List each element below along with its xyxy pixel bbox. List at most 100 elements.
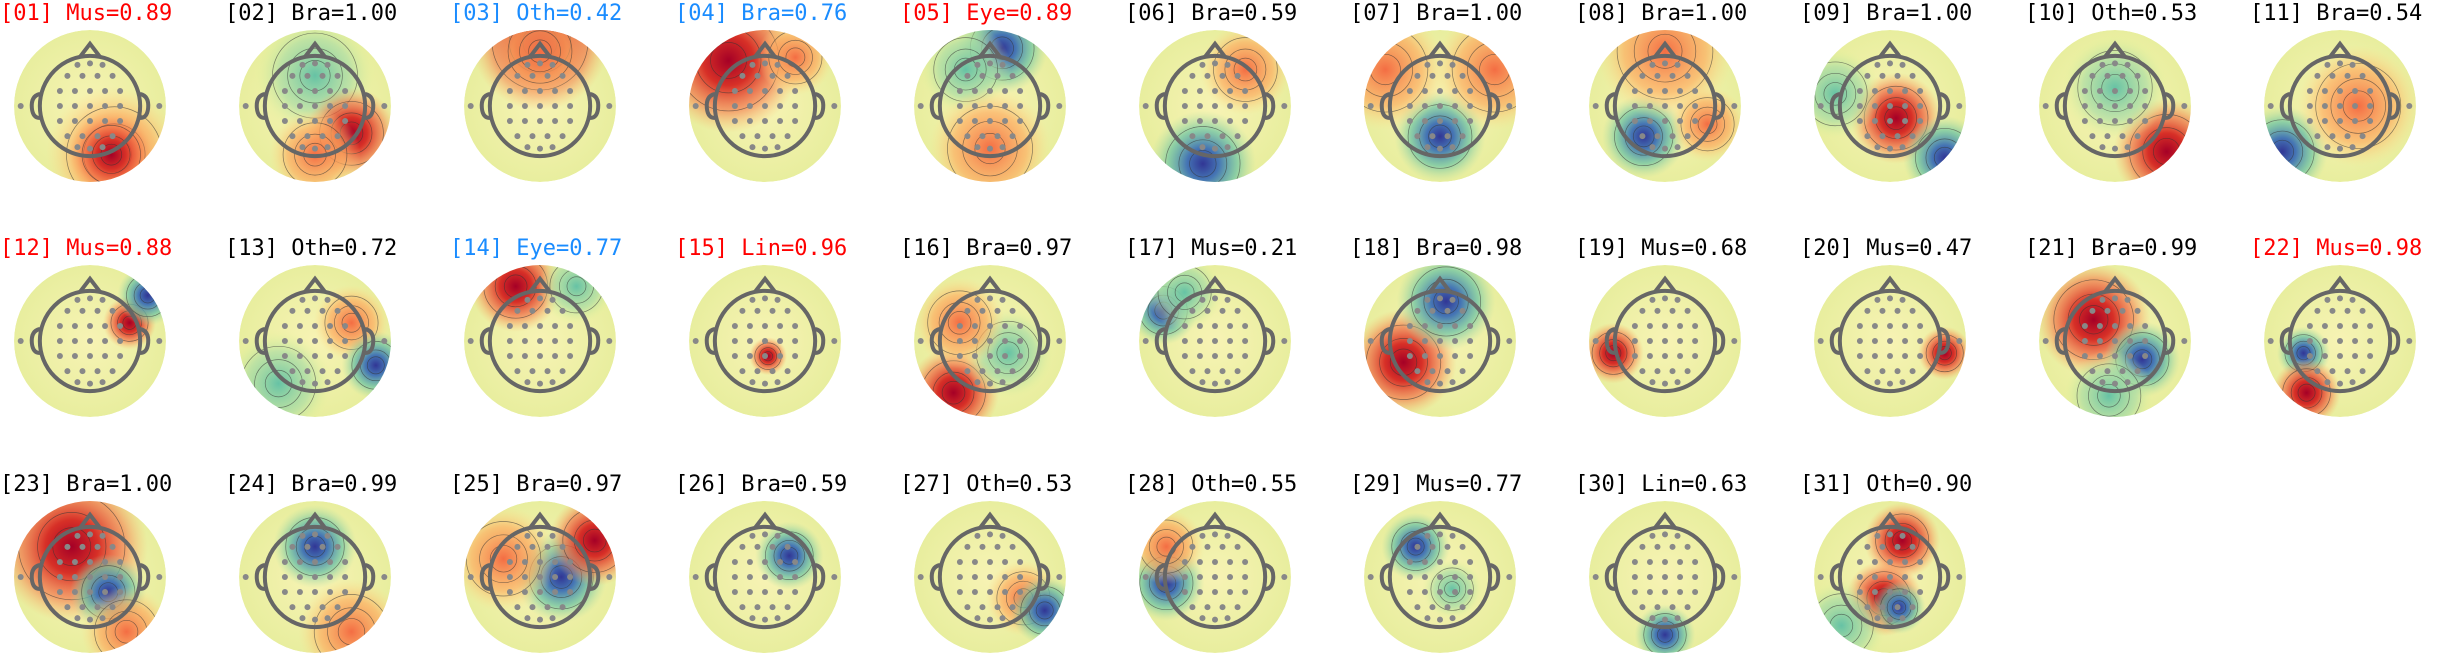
electrode xyxy=(1674,379,1681,386)
component-label: [18] Bra=0.98 xyxy=(1350,236,1522,261)
electrode xyxy=(567,353,574,360)
electrode xyxy=(2352,353,2359,360)
head xyxy=(1387,524,1493,630)
electrode xyxy=(102,87,109,94)
electrode xyxy=(1212,145,1218,152)
nose xyxy=(1878,511,1902,530)
electrode xyxy=(987,295,993,302)
head xyxy=(1387,288,1493,394)
head xyxy=(37,288,143,394)
electrode xyxy=(1219,133,1226,140)
electrode xyxy=(2349,61,2356,68)
electrode xyxy=(1429,307,1436,314)
electrode xyxy=(1592,338,1599,344)
electrode xyxy=(2134,72,2141,79)
electrode xyxy=(1227,558,1234,565)
electrode xyxy=(1212,338,1218,344)
electrode xyxy=(71,558,78,565)
electrode xyxy=(2324,296,2331,303)
electrode xyxy=(987,103,993,109)
electrode xyxy=(1639,543,1646,550)
electrode xyxy=(1894,604,1901,611)
electrode xyxy=(304,72,311,79)
electrode xyxy=(731,322,738,329)
electrode xyxy=(87,616,93,623)
topomap: [26] Bra=0.59 xyxy=(675,472,847,653)
electrode xyxy=(2329,133,2336,140)
electrode xyxy=(87,322,93,329)
electrode xyxy=(2112,145,2118,152)
electrode xyxy=(784,72,791,79)
electrode xyxy=(1902,558,1909,565)
electrode xyxy=(754,133,761,140)
electrode xyxy=(1224,61,1231,68)
electrode xyxy=(831,338,838,344)
electrode xyxy=(1684,133,1691,140)
electrode xyxy=(1879,368,1886,375)
electrode xyxy=(1467,103,1474,109)
electrode xyxy=(1452,103,1459,109)
electrode xyxy=(549,144,556,151)
electrode xyxy=(559,133,566,140)
component-label: [14] Eye=0.77 xyxy=(450,236,622,261)
electrode xyxy=(2306,87,2313,94)
electrode xyxy=(2112,322,2118,329)
electrode xyxy=(1654,307,1661,314)
electrode xyxy=(381,103,388,109)
electrode xyxy=(1452,338,1459,344)
head xyxy=(37,524,143,630)
electrode xyxy=(2367,118,2374,125)
electrode xyxy=(1654,604,1661,611)
electrode xyxy=(1406,589,1413,596)
electrode xyxy=(1212,558,1218,565)
electrode xyxy=(1874,532,1881,539)
electrode xyxy=(102,574,109,580)
electrode xyxy=(87,380,93,387)
electrode xyxy=(1887,574,1893,580)
electrode xyxy=(1212,322,1218,329)
electrode xyxy=(1669,368,1676,375)
electrode xyxy=(529,543,536,550)
electrode xyxy=(746,322,753,329)
electrode xyxy=(746,589,753,596)
electrode xyxy=(1871,118,1878,125)
electrode xyxy=(1592,103,1599,109)
electrode xyxy=(1189,604,1196,611)
contour xyxy=(2330,78,2386,134)
topomap: [01] Mus=0.89 xyxy=(0,1,172,182)
electrode xyxy=(731,338,738,344)
electrode xyxy=(2314,307,2321,314)
electrode xyxy=(1631,574,1638,580)
electrode xyxy=(1956,574,1963,580)
electrode xyxy=(1654,72,1661,79)
electrode xyxy=(327,103,334,109)
electrode xyxy=(1281,338,1288,344)
electrode xyxy=(1917,574,1924,580)
electrode xyxy=(1142,338,1149,344)
ear-left xyxy=(704,563,716,591)
contour xyxy=(2097,383,2121,408)
electrode xyxy=(296,322,303,329)
electrode xyxy=(94,368,101,375)
electrode xyxy=(521,353,528,360)
electrode xyxy=(777,574,784,580)
contour xyxy=(287,47,343,104)
electrode xyxy=(971,118,978,125)
electrode xyxy=(2104,307,2111,314)
topomap: [14] Eye=0.77 xyxy=(450,236,622,417)
electrode xyxy=(74,615,81,622)
topomap: [22] Mus=0.98 xyxy=(2250,236,2422,417)
electrode xyxy=(1212,531,1218,538)
electrode xyxy=(1662,118,1668,125)
electrode xyxy=(1856,118,1863,125)
electrode xyxy=(2337,380,2343,387)
electrode xyxy=(917,574,924,580)
ear-right xyxy=(1264,92,1276,120)
contour xyxy=(1379,337,1428,387)
electrode xyxy=(296,87,303,94)
electrode xyxy=(2406,338,2413,344)
head xyxy=(2287,288,2393,394)
electrode xyxy=(2349,296,2356,303)
electrode xyxy=(1421,574,1428,580)
electrode xyxy=(1864,307,1871,314)
